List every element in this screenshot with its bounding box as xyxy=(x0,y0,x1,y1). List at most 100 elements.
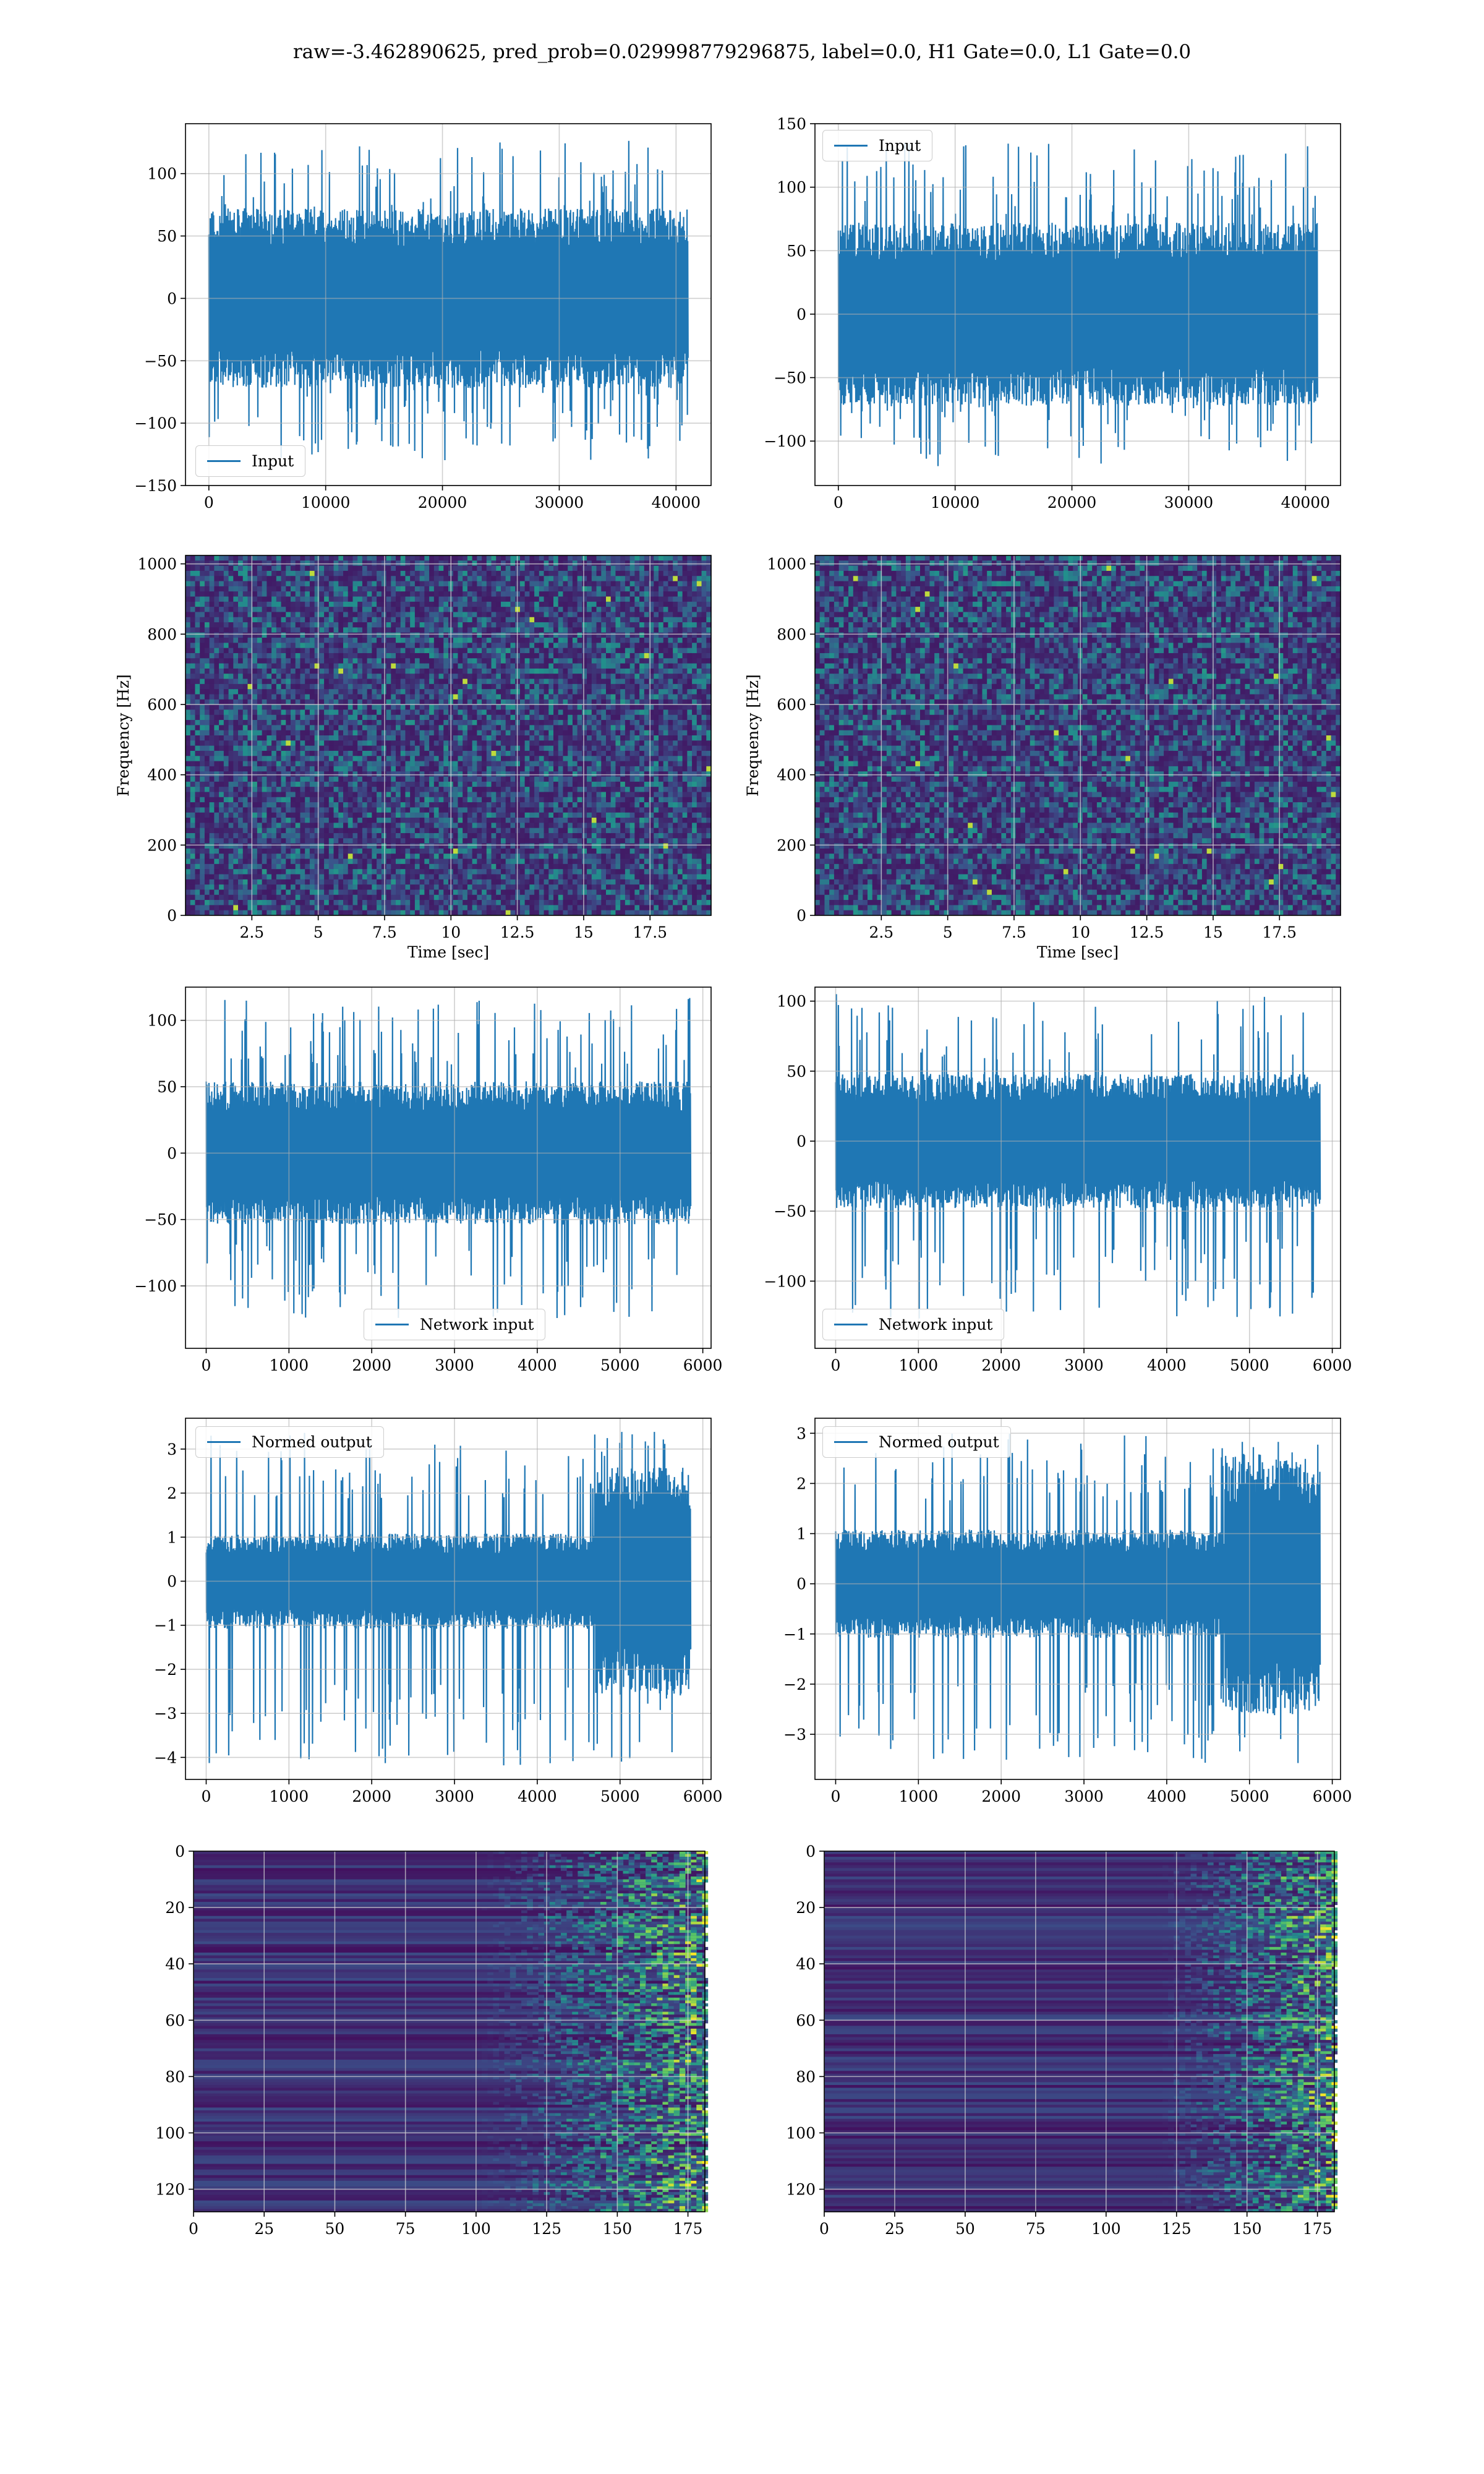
heatmap-cell xyxy=(319,627,324,633)
heatmap-cell xyxy=(467,571,472,576)
heatmap-cell xyxy=(200,591,205,597)
heatmap-cell xyxy=(252,648,257,654)
heatmap-cell xyxy=(310,813,315,818)
heatmap-cell xyxy=(352,700,357,705)
heatmap-cell xyxy=(243,833,248,839)
heatmap-cell xyxy=(415,823,420,828)
heatmap-cell xyxy=(463,740,467,746)
heatmap-cell xyxy=(510,828,515,834)
heatmap-cell xyxy=(405,571,410,576)
heatmap-cell xyxy=(458,684,463,690)
heatmap-cell xyxy=(334,900,339,905)
heatmap-cell xyxy=(286,617,291,623)
heatmap-cell xyxy=(382,889,386,895)
heatmap-cell xyxy=(391,910,396,916)
heatmap-cell xyxy=(291,709,296,715)
heatmap-cell xyxy=(300,766,305,772)
heatmap-cell xyxy=(315,674,320,679)
heatmap-cell xyxy=(210,597,215,602)
heatmap-cell xyxy=(510,777,515,782)
heatmap-cell xyxy=(396,802,401,808)
heatmap-cell xyxy=(458,643,463,648)
heatmap-cell xyxy=(492,597,497,602)
heatmap-cell xyxy=(214,720,219,726)
heatmap-cell xyxy=(362,597,367,602)
heatmap-cell xyxy=(186,792,190,797)
heatmap-cell xyxy=(472,802,477,808)
heatmap-cell xyxy=(310,905,315,910)
heatmap-cell xyxy=(496,823,501,828)
heatmap-cell xyxy=(367,756,372,761)
heatmap-cell xyxy=(410,884,415,890)
heatmap-cell xyxy=(310,838,315,844)
heatmap-cell xyxy=(348,838,353,844)
heatmap-cell xyxy=(506,838,511,844)
heatmap-cell xyxy=(386,689,391,695)
heatmap-cell xyxy=(343,664,348,669)
heatmap-cell xyxy=(386,787,391,792)
heatmap-cell xyxy=(463,555,467,561)
heatmap-cell xyxy=(219,884,224,890)
heatmap-cell xyxy=(415,874,420,880)
heatmap-cell xyxy=(271,576,276,581)
heatmap-cell xyxy=(357,802,362,808)
heatmap-cell xyxy=(420,653,425,659)
heatmap-cell xyxy=(281,880,286,885)
heatmap-cell xyxy=(219,633,224,638)
heatmap-cell xyxy=(195,833,200,839)
heatmap-cell xyxy=(472,607,477,612)
heatmap-cell xyxy=(262,669,267,674)
heatmap-cell xyxy=(338,802,343,808)
heatmap-cell xyxy=(362,766,367,772)
heatmap-cell xyxy=(305,761,310,767)
heatmap-cell xyxy=(362,740,367,746)
heatmap-cell xyxy=(405,787,410,792)
heatmap-cell xyxy=(219,900,224,905)
heatmap-cell xyxy=(405,627,410,633)
heatmap-cell xyxy=(271,607,276,612)
heatmap-cell xyxy=(214,797,219,803)
heatmap-cell xyxy=(448,766,453,772)
heatmap-cell xyxy=(271,751,276,756)
heatmap-cell xyxy=(362,586,367,592)
heatmap-cell xyxy=(305,777,310,782)
heatmap-cell xyxy=(515,766,520,772)
heatmap-cell xyxy=(410,725,415,730)
heatmap-cell xyxy=(410,597,415,602)
heatmap-cell xyxy=(238,895,243,901)
heatmap-cell xyxy=(439,700,444,705)
heatmap-cell xyxy=(267,700,271,705)
heatmap-cell xyxy=(348,715,353,721)
heatmap-cell xyxy=(291,813,296,818)
heatmap-cell xyxy=(453,694,458,700)
heatmap-cell xyxy=(386,792,391,797)
heatmap-cell xyxy=(477,797,482,803)
heatmap-cell xyxy=(396,777,401,782)
heatmap-cell xyxy=(434,581,439,587)
heatmap-cell xyxy=(434,905,439,910)
heatmap-cell xyxy=(238,715,243,721)
heatmap-cell xyxy=(352,725,357,730)
heatmap-cell xyxy=(372,864,377,870)
heatmap-cell xyxy=(276,777,281,782)
heatmap-cell xyxy=(391,704,396,710)
heatmap-cell xyxy=(233,643,238,648)
heatmap-cell xyxy=(377,910,382,916)
heatmap-cell xyxy=(205,555,210,561)
heatmap-cell xyxy=(190,735,195,741)
heatmap-cell xyxy=(401,797,406,803)
heatmap-cell xyxy=(329,838,334,844)
heatmap-cell xyxy=(229,884,234,890)
heatmap-cell xyxy=(186,740,190,746)
heatmap-cell xyxy=(305,720,310,726)
heatmap-cell xyxy=(214,849,219,854)
heatmap-cell xyxy=(271,581,276,587)
heatmap-cell xyxy=(477,560,482,566)
heatmap-cell xyxy=(267,777,271,782)
heatmap-cell xyxy=(286,771,291,777)
heatmap-cell xyxy=(429,818,434,823)
heatmap-cell xyxy=(305,560,310,566)
heatmap-cell xyxy=(477,689,482,695)
heatmap-cell xyxy=(443,746,448,751)
heatmap-cell xyxy=(219,797,224,803)
